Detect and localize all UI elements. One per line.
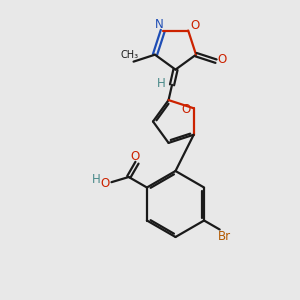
Text: CH₃: CH₃ xyxy=(121,50,139,60)
Text: O: O xyxy=(100,177,110,190)
Text: O: O xyxy=(218,53,226,66)
Text: Br: Br xyxy=(218,230,231,243)
Text: O: O xyxy=(131,150,140,163)
Text: O: O xyxy=(190,19,200,32)
Text: H: H xyxy=(92,173,101,186)
Text: O: O xyxy=(182,103,191,116)
Text: N: N xyxy=(155,18,164,31)
Text: H: H xyxy=(157,77,166,90)
